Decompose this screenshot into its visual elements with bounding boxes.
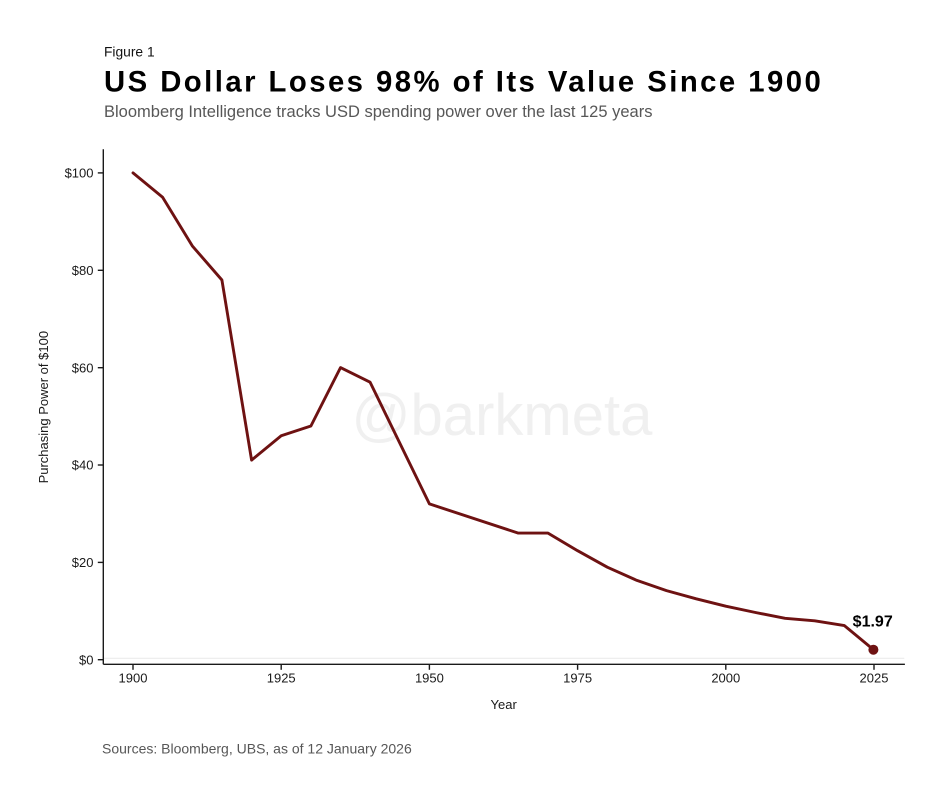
svg-text:$20: $20 xyxy=(72,555,94,570)
svg-text:1950: 1950 xyxy=(415,671,444,686)
svg-text:1975: 1975 xyxy=(563,671,592,686)
svg-text:Year: Year xyxy=(491,697,518,712)
svg-text:$60: $60 xyxy=(72,360,94,375)
svg-text:Figure 1: Figure 1 xyxy=(104,45,155,60)
svg-text:$0: $0 xyxy=(79,652,93,667)
svg-text:Sources: Bloomberg, UBS, as of: Sources: Bloomberg, UBS, as of 12 Januar… xyxy=(102,741,412,757)
svg-text:2025: 2025 xyxy=(860,671,889,686)
svg-text:Bloomberg Intelligence tracks: Bloomberg Intelligence tracks USD spendi… xyxy=(104,103,652,121)
svg-text:$40: $40 xyxy=(72,458,94,473)
svg-text:US Dollar Loses 98% of Its Val: US Dollar Loses 98% of Its Value Since 1… xyxy=(104,66,823,99)
svg-text:1925: 1925 xyxy=(267,671,296,686)
svg-text:$80: $80 xyxy=(72,263,94,278)
svg-text:2000: 2000 xyxy=(711,671,740,686)
svg-text:$100: $100 xyxy=(65,166,94,181)
svg-text:@barkmeta: @barkmeta xyxy=(352,383,653,448)
svg-text:1900: 1900 xyxy=(119,671,148,686)
svg-text:$1.97: $1.97 xyxy=(853,614,893,631)
svg-text:Purchasing Power of $100: Purchasing Power of $100 xyxy=(36,331,51,483)
